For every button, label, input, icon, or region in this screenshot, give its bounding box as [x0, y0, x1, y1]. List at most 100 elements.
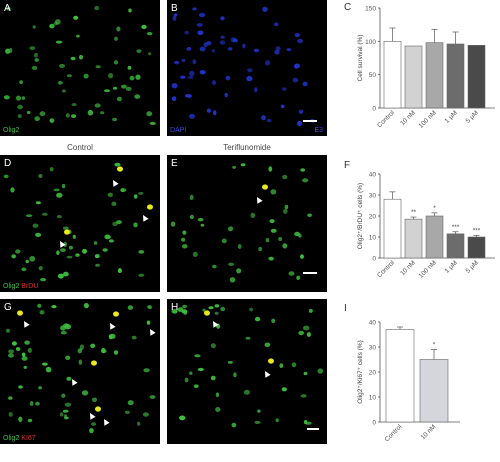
cell-nucleus [257, 409, 261, 413]
cell-nucleus [211, 49, 215, 53]
cell-nucleus [26, 111, 31, 114]
cell-nucleus [172, 15, 177, 21]
cell-nucleus [187, 76, 194, 79]
stain-e3: E3 [314, 127, 323, 134]
cell-nucleus [55, 19, 61, 25]
cell-nucleus [78, 359, 83, 365]
cell-nucleus [83, 73, 89, 79]
cell-nucleus [62, 409, 69, 413]
merged-cell [117, 166, 123, 172]
micrograph-g: G Olig2 KI67 [0, 299, 160, 444]
y-tick-label: 0 [372, 106, 376, 113]
cell-nucleus [127, 400, 134, 406]
merged-cell [17, 310, 23, 316]
arrowhead-marker [265, 371, 271, 378]
micrograph-b-image [171, 6, 315, 127]
cell-nucleus [111, 201, 117, 206]
cell-nucleus [228, 262, 234, 266]
arrowhead-marker [113, 180, 119, 187]
cell-nucleus [268, 166, 273, 172]
y-tick-label: 20 [369, 370, 377, 377]
cell-nucleus [90, 343, 96, 348]
cell-nucleus [23, 365, 27, 369]
cell-nucleus [129, 75, 135, 81]
stain-olig2: Olig2 [3, 435, 20, 442]
bar [419, 359, 449, 423]
cell-nucleus [56, 192, 63, 198]
cell-nucleus [307, 213, 312, 217]
cell-nucleus [66, 255, 73, 259]
stain-olig2: Olig2 [3, 283, 20, 290]
cell-nucleus [91, 422, 97, 426]
cell-nucleus [292, 77, 299, 83]
significance-marker: ** [411, 209, 417, 216]
cell-nucleus [197, 367, 204, 372]
cell-nucleus [39, 111, 46, 117]
y-axis-label: Olig2⁺/Ki67⁺ cells (%) [357, 340, 364, 404]
cell-nucleus [61, 89, 66, 93]
cell-nucleus [29, 256, 36, 262]
cell-nucleus [100, 111, 105, 115]
cell-nucleus [231, 422, 237, 428]
arrowhead-marker [90, 413, 96, 420]
cell-nucleus [6, 6, 11, 11]
cell-nucleus [102, 248, 108, 252]
y-tick-label: 10 [369, 395, 377, 402]
cell-nucleus [249, 307, 253, 312]
cell-nucleus [279, 363, 284, 369]
cell-nucleus [149, 395, 156, 399]
cell-nucleus [53, 188, 60, 192]
cell-nucleus [121, 84, 127, 89]
arrowhead-marker [60, 241, 66, 248]
cell-nucleus [278, 237, 283, 241]
cell-nucleus [60, 330, 67, 335]
cell-nucleus [269, 219, 275, 224]
arrowhead-marker [257, 197, 263, 204]
cell-nucleus [125, 86, 132, 91]
x-tick-label: 5 μM [465, 259, 480, 274]
cell-nucleus [197, 30, 204, 35]
cell-nucleus [35, 401, 40, 406]
cell-nucleus [233, 372, 237, 378]
cell-nucleus [146, 31, 153, 36]
y-tick-label: 150 [365, 6, 376, 13]
cell-nucleus [17, 114, 22, 118]
cell-nucleus [32, 25, 36, 29]
cell-nucleus [202, 308, 206, 312]
merged-cell [64, 229, 70, 235]
cell-nucleus [120, 188, 125, 193]
cell-nucleus [134, 194, 138, 199]
cell-nucleus [93, 241, 98, 245]
cell-nucleus [127, 305, 134, 310]
cell-nucleus [107, 192, 114, 197]
cell-nucleus [29, 46, 36, 50]
bar [404, 218, 423, 259]
merged-cell [113, 311, 119, 317]
cell-nucleus [15, 95, 22, 101]
cell-nucleus [57, 273, 64, 279]
bar [425, 215, 444, 259]
cell-nucleus [282, 87, 287, 91]
bar [385, 329, 415, 423]
cell-nucleus [193, 384, 199, 388]
cell-nucleus [40, 278, 47, 282]
cell-nucleus [134, 94, 141, 99]
cell-nucleus [57, 81, 63, 85]
merged-cell [204, 310, 210, 316]
merged-cell [262, 184, 268, 190]
y-tick-label: 10 [369, 235, 377, 242]
cell-nucleus [114, 162, 121, 167]
cell-nucleus [42, 362, 48, 366]
bar [404, 45, 423, 109]
cell-nucleus [215, 407, 221, 412]
cell-nucleus [34, 58, 39, 62]
cell-nucleus [128, 8, 132, 13]
cell-nucleus [94, 254, 100, 259]
significance-marker: *** [452, 224, 460, 231]
cell-nucleus [294, 32, 300, 38]
cell-nucleus [56, 250, 60, 256]
cell-nucleus [270, 189, 277, 195]
cell-nucleus [294, 63, 300, 69]
cell-nucleus [254, 420, 261, 424]
cell-nucleus [243, 389, 250, 395]
